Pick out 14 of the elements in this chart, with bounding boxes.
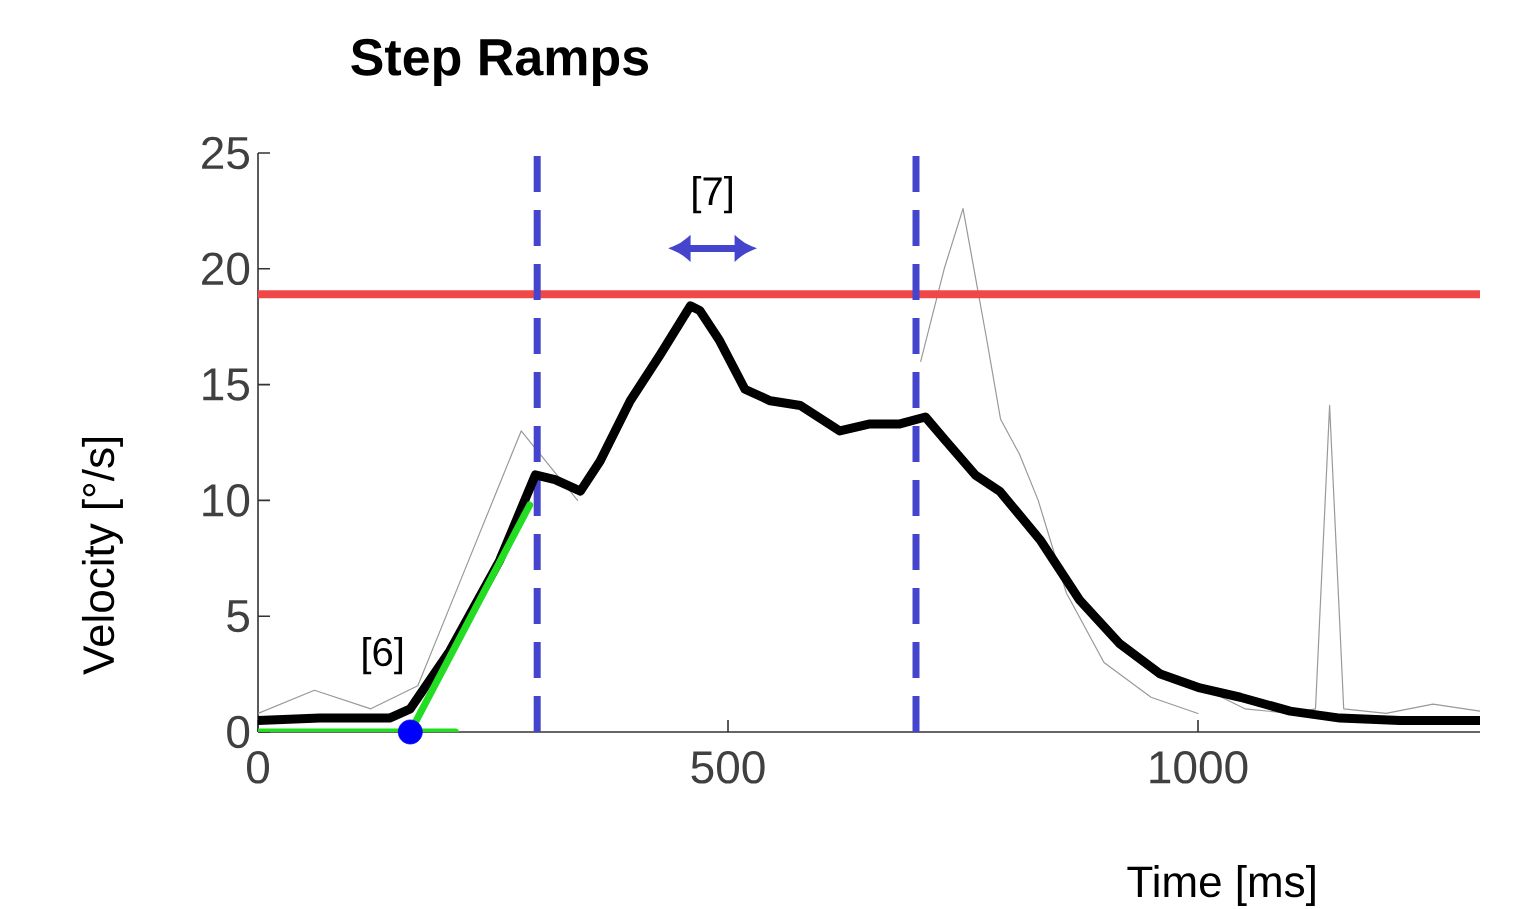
annotation: [6]	[363, 636, 403, 675]
y-tick-label: 10	[203, 484, 250, 517]
y-tick-label: 5	[227, 600, 250, 633]
y-tick-label: 25	[202, 136, 249, 170]
y-tick-label: 20	[202, 252, 250, 286]
y-tick-label: 15	[203, 368, 249, 401]
y-axis-title: Velocity [°/s]	[81, 437, 123, 675]
y-tick-label: 0	[227, 715, 250, 749]
x-axis-title: Time [ms]	[1127, 865, 1315, 907]
chart-title: Step Ramps	[351, 38, 649, 86]
annotation: [7]	[693, 176, 732, 214]
x-tick-label: 500	[691, 751, 765, 784]
x-tick-label: 1000	[1150, 751, 1248, 784]
x-tick-label: 0	[247, 751, 270, 784]
